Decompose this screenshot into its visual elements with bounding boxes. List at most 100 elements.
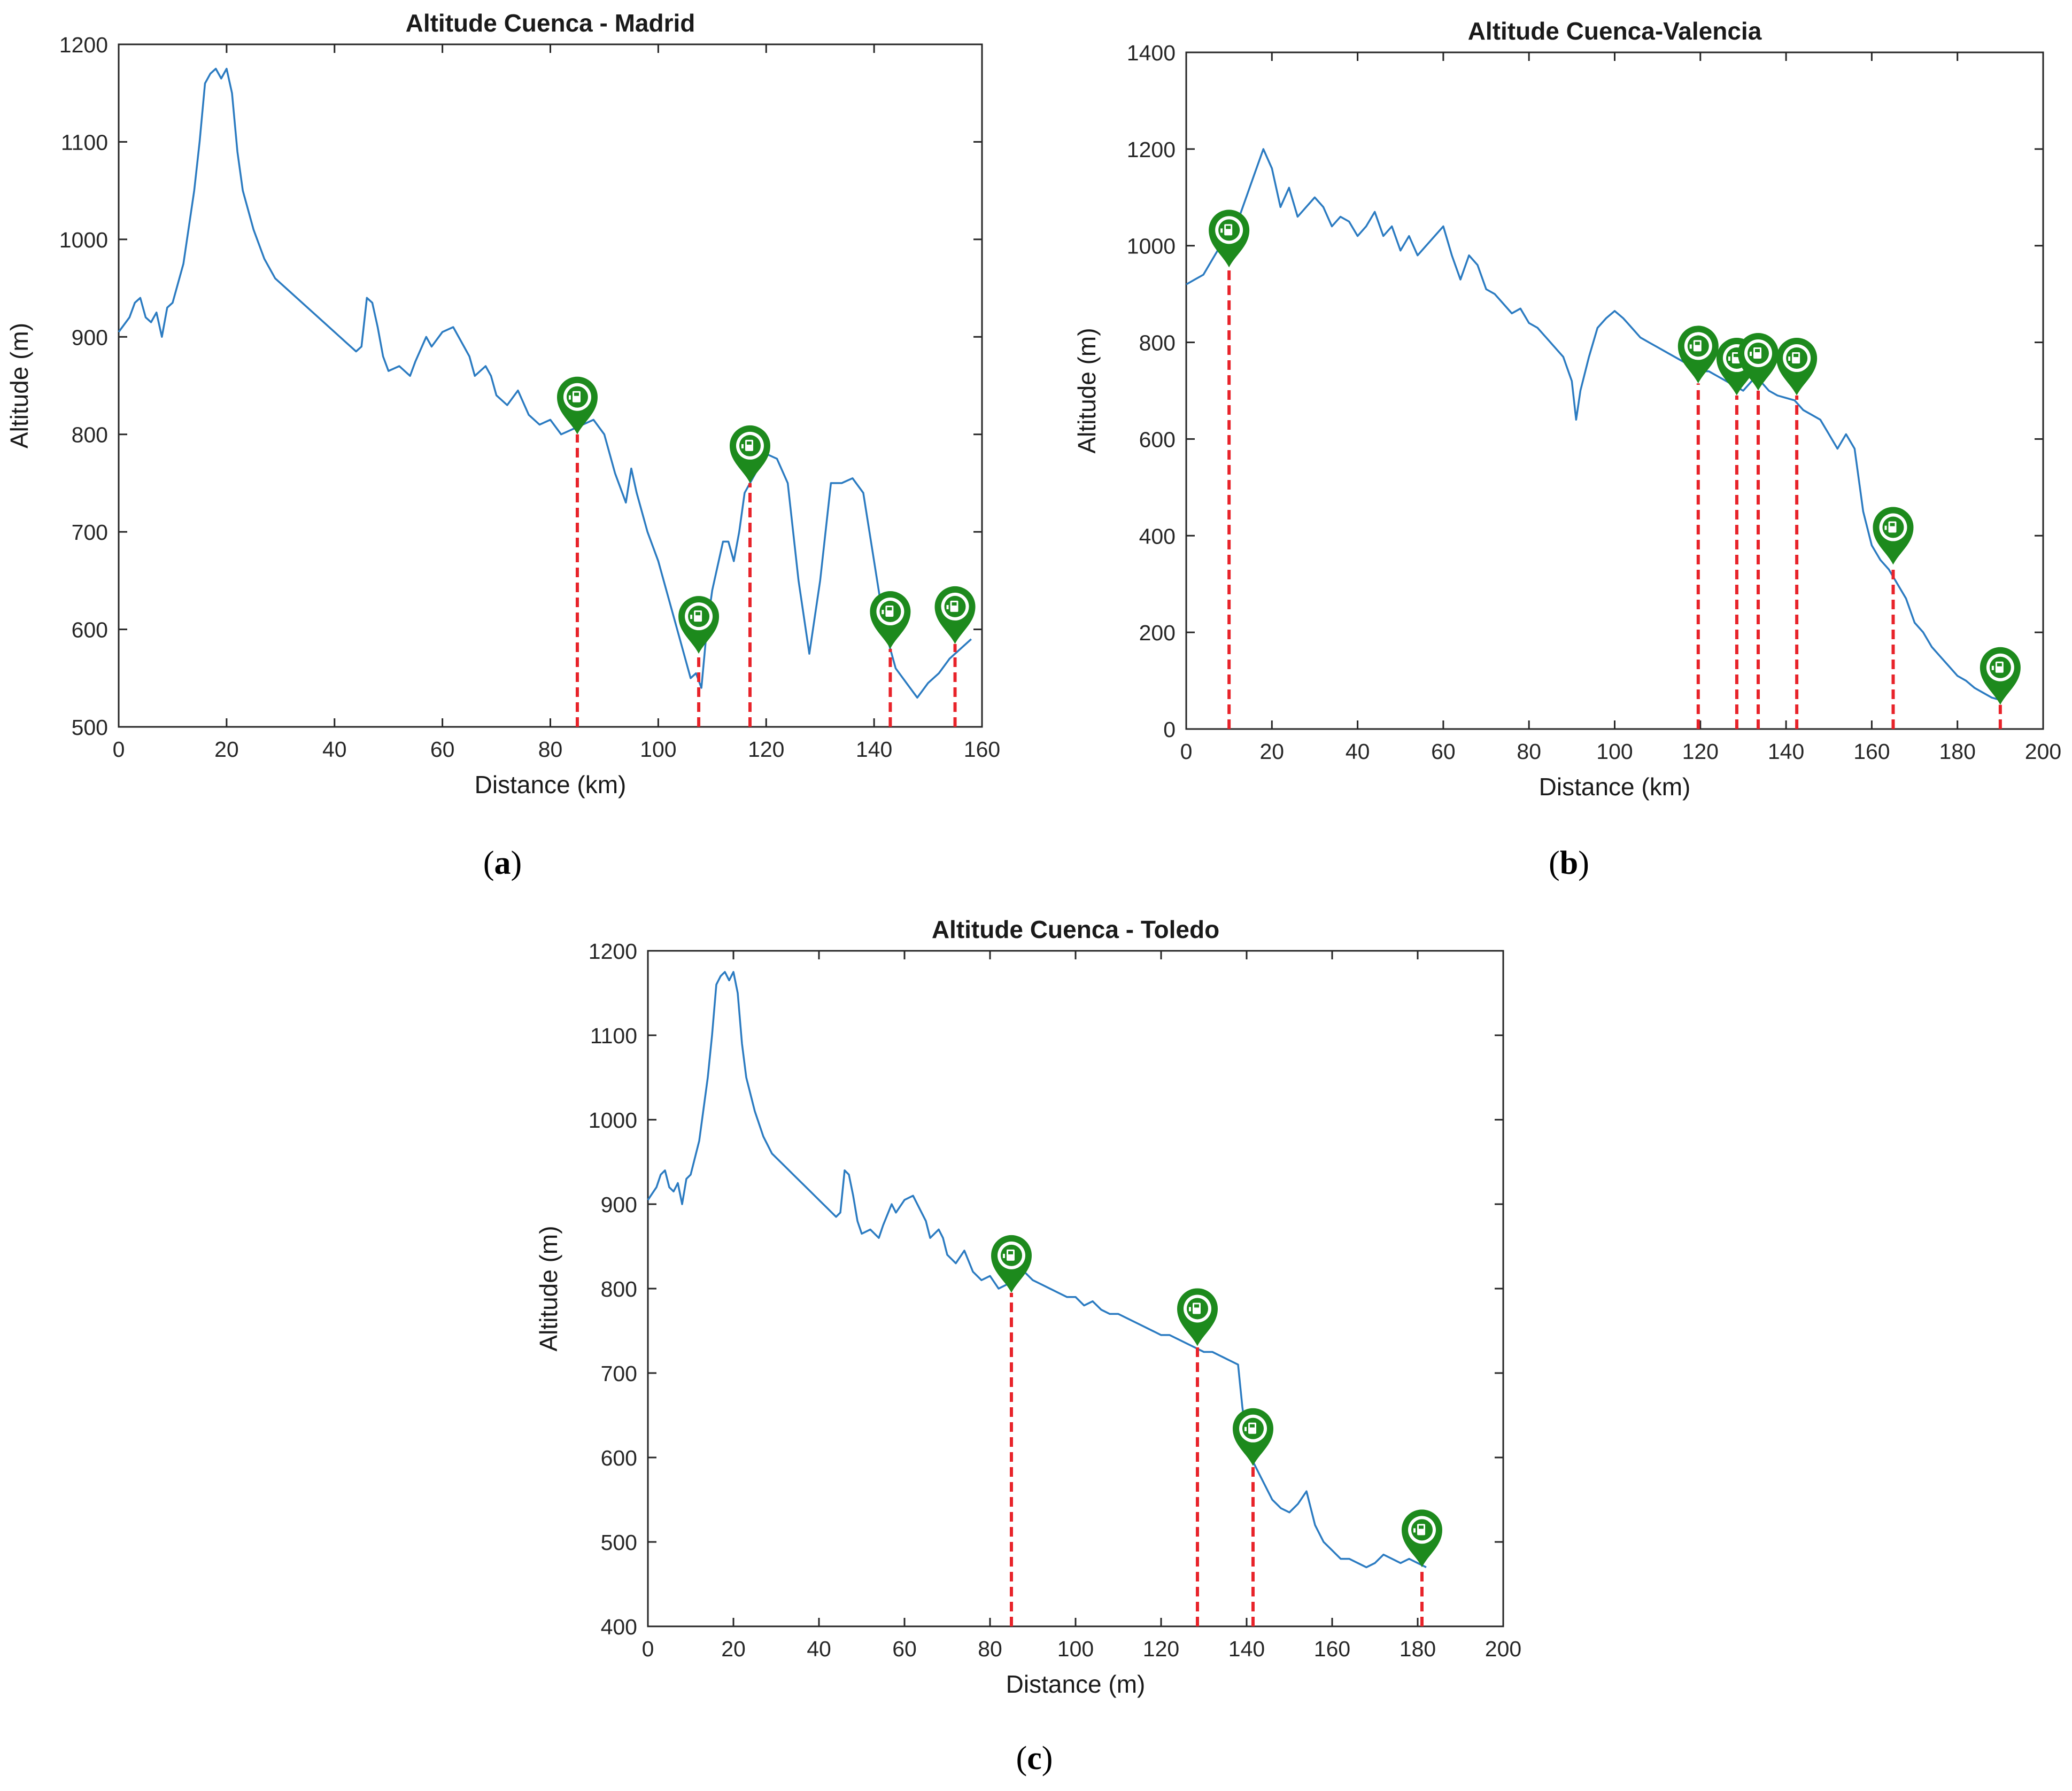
x-tick-label: 160 — [1314, 1637, 1350, 1661]
y-tick-label: 500 — [72, 715, 108, 740]
fuel-pump-nozzle — [1884, 525, 1887, 530]
chart-title: Altitude Cuenca - Madrid — [406, 9, 695, 37]
x-tick-label: 40 — [1346, 739, 1370, 764]
x-tick-label: 80 — [978, 1637, 1002, 1661]
y-axis-label: Altitude (m) — [5, 323, 33, 448]
x-axis-label: Distance (m) — [1006, 1670, 1146, 1698]
y-tick-label: 1200 — [589, 939, 637, 964]
y-tick-label: 200 — [1139, 621, 1176, 645]
x-tick-label: 40 — [322, 737, 347, 762]
x-tick-label: 140 — [856, 737, 892, 762]
charging-station-pin-icon — [1677, 325, 1719, 384]
x-tick-label: 200 — [2025, 739, 2061, 764]
y-tick-label: 600 — [1139, 427, 1176, 452]
y-tick-label: 600 — [72, 618, 108, 642]
chart-cuenca-toledo: Altitude Cuenca - Toledo 0 20 40 60 80 100 120 1… — [535, 916, 1521, 1698]
x-tick-label: 120 — [1682, 739, 1719, 764]
panel-label-a: (a) — [483, 845, 522, 881]
fuel-pump-window — [1755, 349, 1760, 352]
charging-station-pin-icon — [556, 376, 598, 435]
fuel-pump-nozzle — [1220, 228, 1223, 233]
x-tick-label: 60 — [892, 1637, 917, 1661]
fuel-pump-window — [746, 441, 752, 445]
fuel-pump-nozzle — [1003, 1253, 1005, 1258]
x-tick-label: 20 — [214, 737, 239, 762]
x-tick-label: 60 — [430, 737, 455, 762]
x-tick-label: 40 — [807, 1637, 831, 1661]
fuel-pump-window — [574, 392, 579, 396]
fuel-pump-window — [1250, 1424, 1255, 1428]
fuel-pump-window — [1997, 663, 2002, 666]
altitude-series-line — [647, 971, 1427, 1569]
x-axis-label: Distance (km) — [1539, 773, 1691, 801]
y-tick-label: 600 — [601, 1446, 637, 1470]
x-tick-label: 80 — [538, 737, 563, 762]
y-tick-label: 0 — [1163, 717, 1176, 742]
charging-station-pin-icon — [1177, 1288, 1218, 1346]
fuel-pump-nozzle — [1689, 344, 1692, 349]
fuel-pump-nozzle — [690, 615, 693, 619]
fuel-pump-window — [1194, 1304, 1199, 1308]
x-tick-label: 140 — [1228, 1637, 1265, 1661]
charging-station-pin-icon — [1776, 338, 1818, 396]
chart-cuenca-madrid: Altitude Cuenca - Madrid 0 20 40 60 80 100 120 1… — [5, 9, 1000, 798]
fuel-pump-window — [1793, 354, 1799, 358]
y-tick-label: 700 — [601, 1361, 637, 1386]
plot-area — [118, 43, 983, 728]
fuel-pump-window — [1226, 226, 1231, 229]
fuel-pump-nozzle — [1728, 356, 1730, 361]
y-tick-label: 1400 — [1127, 41, 1176, 65]
panel-label-b: (b) — [1549, 845, 1589, 881]
y-tick-label: 400 — [601, 1615, 637, 1639]
charging-station-pin-icon — [1980, 647, 2021, 705]
fuel-pump-window — [1733, 354, 1738, 358]
x-axis-label: Distance (km) — [475, 771, 627, 798]
charging-station-pin-icon — [1738, 333, 1779, 391]
fuel-pump-window — [952, 602, 957, 606]
charging-station-pin-icon — [934, 586, 976, 644]
fuel-pump-nozzle — [1788, 356, 1791, 361]
plot-area — [1185, 51, 2044, 730]
y-tick-label: 1100 — [61, 130, 108, 154]
x-tick-label: 200 — [1485, 1637, 1521, 1661]
charging-station-pin-icon — [1873, 507, 1914, 565]
x-tick-label: 80 — [1517, 739, 1541, 764]
fuel-pump-window — [1695, 342, 1700, 345]
x-tick-label: 60 — [1431, 739, 1456, 764]
altitude-series-line — [1186, 148, 2001, 701]
fuel-pump-nozzle — [741, 444, 744, 448]
charging-station-pin-icon — [678, 596, 720, 654]
y-tick-label: 400 — [1139, 524, 1176, 548]
fuel-pump-nozzle — [1413, 1528, 1416, 1533]
altitude-series-line — [118, 67, 972, 699]
y-tick-label: 700 — [72, 520, 108, 545]
x-tick-label: 180 — [1939, 739, 1975, 764]
x-tick-label: 20 — [1259, 739, 1284, 764]
y-tick-label: 800 — [72, 423, 108, 447]
fuel-pump-nozzle — [946, 604, 949, 609]
x-tick-label: 160 — [964, 737, 1000, 762]
panel-label-c: (c) — [1016, 1740, 1053, 1777]
fuel-pump-nozzle — [568, 395, 571, 400]
y-tick-label: 1200 — [59, 33, 108, 57]
chart-title: Altitude Cuenca - Toledo — [932, 916, 1219, 943]
charging-station-pin-icon — [729, 425, 770, 483]
x-tick-label: 140 — [1768, 739, 1804, 764]
y-axis-label: Altitude (m) — [1073, 328, 1101, 453]
x-tick-label: 160 — [1853, 739, 1890, 764]
chart-title: Altitude Cuenca-Valencia — [1468, 17, 1762, 45]
chart-cuenca-valencia: Altitude Cuenca-Valencia 0 20 40 60 80 100 120 1… — [1073, 17, 2061, 801]
fuel-pump-window — [1008, 1251, 1013, 1254]
x-tick-label: 120 — [1143, 1637, 1179, 1661]
charging-station-pin-icon — [1233, 1408, 1273, 1466]
y-tick-label: 800 — [601, 1277, 637, 1301]
y-tick-label: 500 — [601, 1530, 637, 1555]
x-tick-label: 180 — [1400, 1637, 1436, 1661]
x-tick-label: 0 — [113, 737, 125, 762]
charging-station-pin-icon — [991, 1235, 1032, 1293]
charging-station-pin-icon — [1402, 1509, 1442, 1568]
y-tick-label: 1000 — [589, 1108, 637, 1133]
x-tick-label: 100 — [1057, 1637, 1094, 1661]
